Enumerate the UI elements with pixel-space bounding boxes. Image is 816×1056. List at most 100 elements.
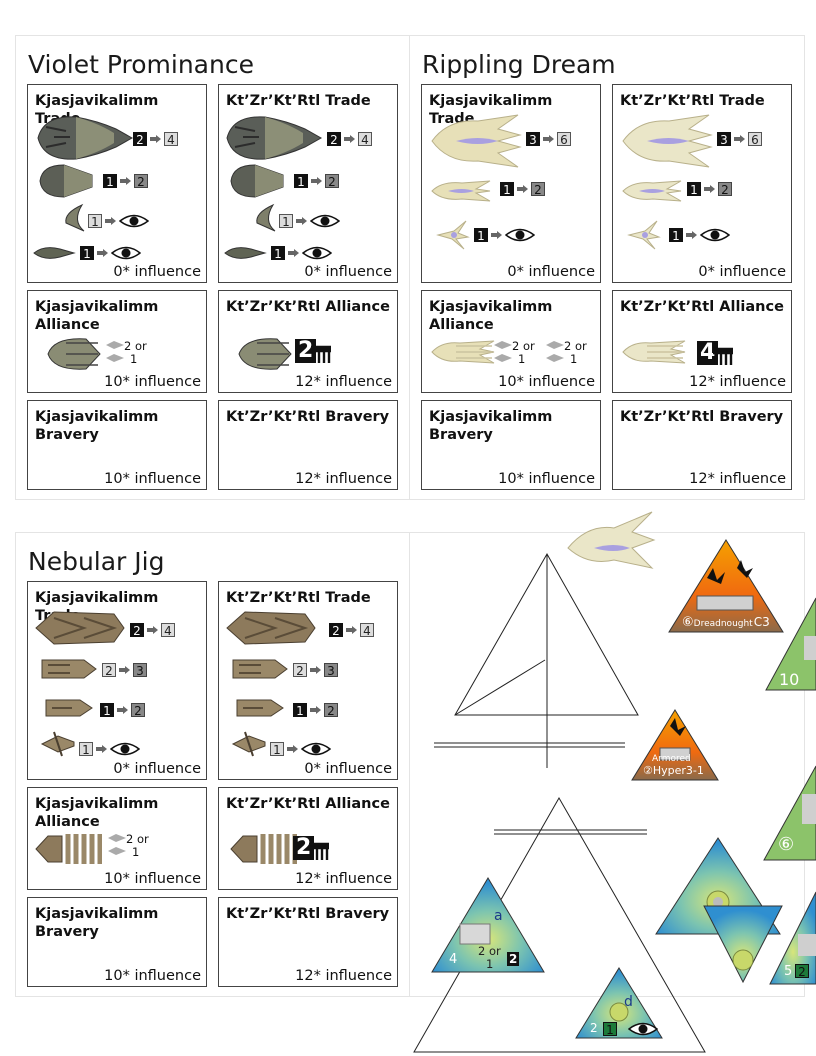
arrow-icon [346,626,357,634]
trade-row: 1 [88,214,149,229]
ship-icon [45,699,93,717]
fleet-icon [311,345,331,363]
gain-box: 2 [718,182,732,197]
bravery-card-kjas[interactable]: Kjasjavikalimm Bravery 10* influence [27,897,207,987]
gain-box: 4 [360,623,374,638]
trade-row: 1 2 [294,174,339,189]
influence-label: 0* influence [304,761,392,777]
arrow-icon [310,706,321,714]
dreadnought-label: ⑥DreadnoughtC3 [682,615,770,630]
arrow-icon [344,135,355,143]
arrow-icon [686,231,697,239]
option-a: 2 or [126,832,149,846]
trade-card-kjas[interactable]: Kjasjavikalimm Trade 3 6 1 2 1 0* influe… [421,84,601,283]
card-title: Kjasjavikalimm Bravery [35,409,159,443]
gain-box: 3 [133,663,147,678]
trade-row: 2 4 [327,132,372,147]
green-token-num: ⑥ [778,834,795,855]
trade-card-kjas[interactable]: Kjasjavikalimm Trade 2 4 2 3 1 2 1 0* in… [27,581,207,780]
arrow-icon [119,666,130,674]
gain-box: 2 [531,182,545,197]
token-num: 4 [449,952,458,967]
ship-icon [224,247,267,259]
arrow-icon [311,177,322,185]
blue-token-a[interactable] [430,876,546,974]
ship-icon [622,114,713,168]
dread-code: C3 [753,615,770,629]
bravery-card-kjas[interactable]: Kjasjavikalimm Bravery 10* influence [421,400,601,490]
cost-box: 2 [327,132,341,147]
card-title: Kt’Zr’Kt’Rtl Trade [620,93,765,109]
arrow-icon [704,185,715,193]
token-letter: d [624,994,633,1010]
cost-box: 2 [329,623,343,638]
bravery-card-ktzr[interactable]: Kt’Zr’Kt’Rtl Bravery 12* influence [218,400,398,490]
token-box: 1 [603,1022,617,1037]
eye-icon [700,228,730,242]
green-token[interactable] [762,764,816,862]
alliance-card-ktzr[interactable]: Kt’Zr’Kt’Rtl Alliance 2 12* influence [218,787,398,890]
ship-icon [431,180,491,202]
gain-box: 6 [748,132,762,147]
influence-label: 10* influence [498,374,595,390]
trade-row: 2 3 [102,663,147,678]
ship-icon [230,834,297,864]
trade-row: 1 2 [103,174,148,189]
cost-box: 3 [717,132,731,147]
card-title: Kjasjavikalimm Alliance [35,796,159,830]
ship-icon [39,164,93,198]
ship-icon [65,203,85,232]
arrow-icon [147,626,158,634]
trade-row: 1 2 [687,182,732,197]
alliance-card-ktzr[interactable]: Kt’Zr’Kt’Rtl Alliance 4 12* influence [612,290,792,393]
bravery-card-kjas[interactable]: Kjasjavikalimm Bravery 10* influence [27,400,207,490]
arrow-icon [734,135,745,143]
card-title: Kjasjavikalimm Alliance [429,299,553,333]
ship-icon [431,114,522,168]
arrow-icon [120,177,131,185]
blue-token-d[interactable] [574,966,664,1040]
arrow-icon [150,135,161,143]
alliance-number: 2 [295,339,317,363]
trade-card-kjas[interactable]: Kjasjavikalimm Trade 2 4 1 2 1 1 0* infl… [27,84,207,283]
influence-label: 0* influence [113,761,201,777]
card-title: Kt’Zr’Kt’Rtl Alliance [226,796,390,812]
blue-token-edge[interactable] [768,890,816,986]
armored-sub: ②Hyper3-1 [643,764,704,777]
option-a: 2 or [512,339,535,353]
arrow-icon [296,217,307,225]
card-title: Kjasjavikalimm Bravery [429,409,553,443]
alliance-card-ktzr[interactable]: Kt’Zr’Kt’Rtl Alliance 2 12* influence [218,290,398,393]
green-token-inverted[interactable] [702,904,784,984]
trade-row: 1 [270,742,331,757]
trade-card-ktzr[interactable]: Kt’Zr’Kt’Rtl Trade 2 4 1 2 1 1 0* influe… [218,84,398,283]
alliance-number: 4 [697,341,719,365]
eye-icon [111,246,141,260]
trade-card-ktzr[interactable]: Kt’Zr’Kt’Rtl Trade 2 4 2 3 1 2 1 0* infl… [218,581,398,780]
green-token[interactable] [764,596,816,692]
influence-label: 10* influence [104,374,201,390]
trade-row: 3 6 [717,132,762,147]
ship-icon [226,116,323,160]
eye-icon [302,246,332,260]
alliance-card-kjas[interactable]: Kjasjavikalimm Alliance 2 or 1 2 or 1 10… [421,290,601,393]
ship-icon [431,340,495,364]
bravery-card-ktzr[interactable]: Kt’Zr’Kt’Rtl Bravery 12* influence [612,400,792,490]
dreadnought-token[interactable] [667,538,785,634]
option-a: 2 or [564,339,587,353]
bravery-card-ktzr[interactable]: Kt’Zr’Kt’Rtl Bravery 12* influence [218,897,398,987]
arrow-icon [310,666,321,674]
ship-icon [33,247,76,259]
trade-row: 3 6 [526,132,571,147]
option-b: 1 [132,845,140,859]
trade-row: 1 [80,246,141,261]
ship-icon [236,699,284,717]
armored-token[interactable] [630,708,720,782]
trade-row: 1 2 [100,703,145,718]
influence-label: 10* influence [104,471,201,487]
minion-icon [108,834,126,842]
alliance-card-kjas[interactable]: Kjasjavikalimm Alliance 2 or 1 10* influ… [27,290,207,393]
alliance-card-kjas[interactable]: Kjasjavikalimm Alliance 2 or 1 10* influ… [27,787,207,890]
cost-box: 1 [271,246,285,261]
trade-card-ktzr[interactable]: Kt’Zr’Kt’Rtl Trade 3 6 1 2 1 0* influenc… [612,84,792,283]
